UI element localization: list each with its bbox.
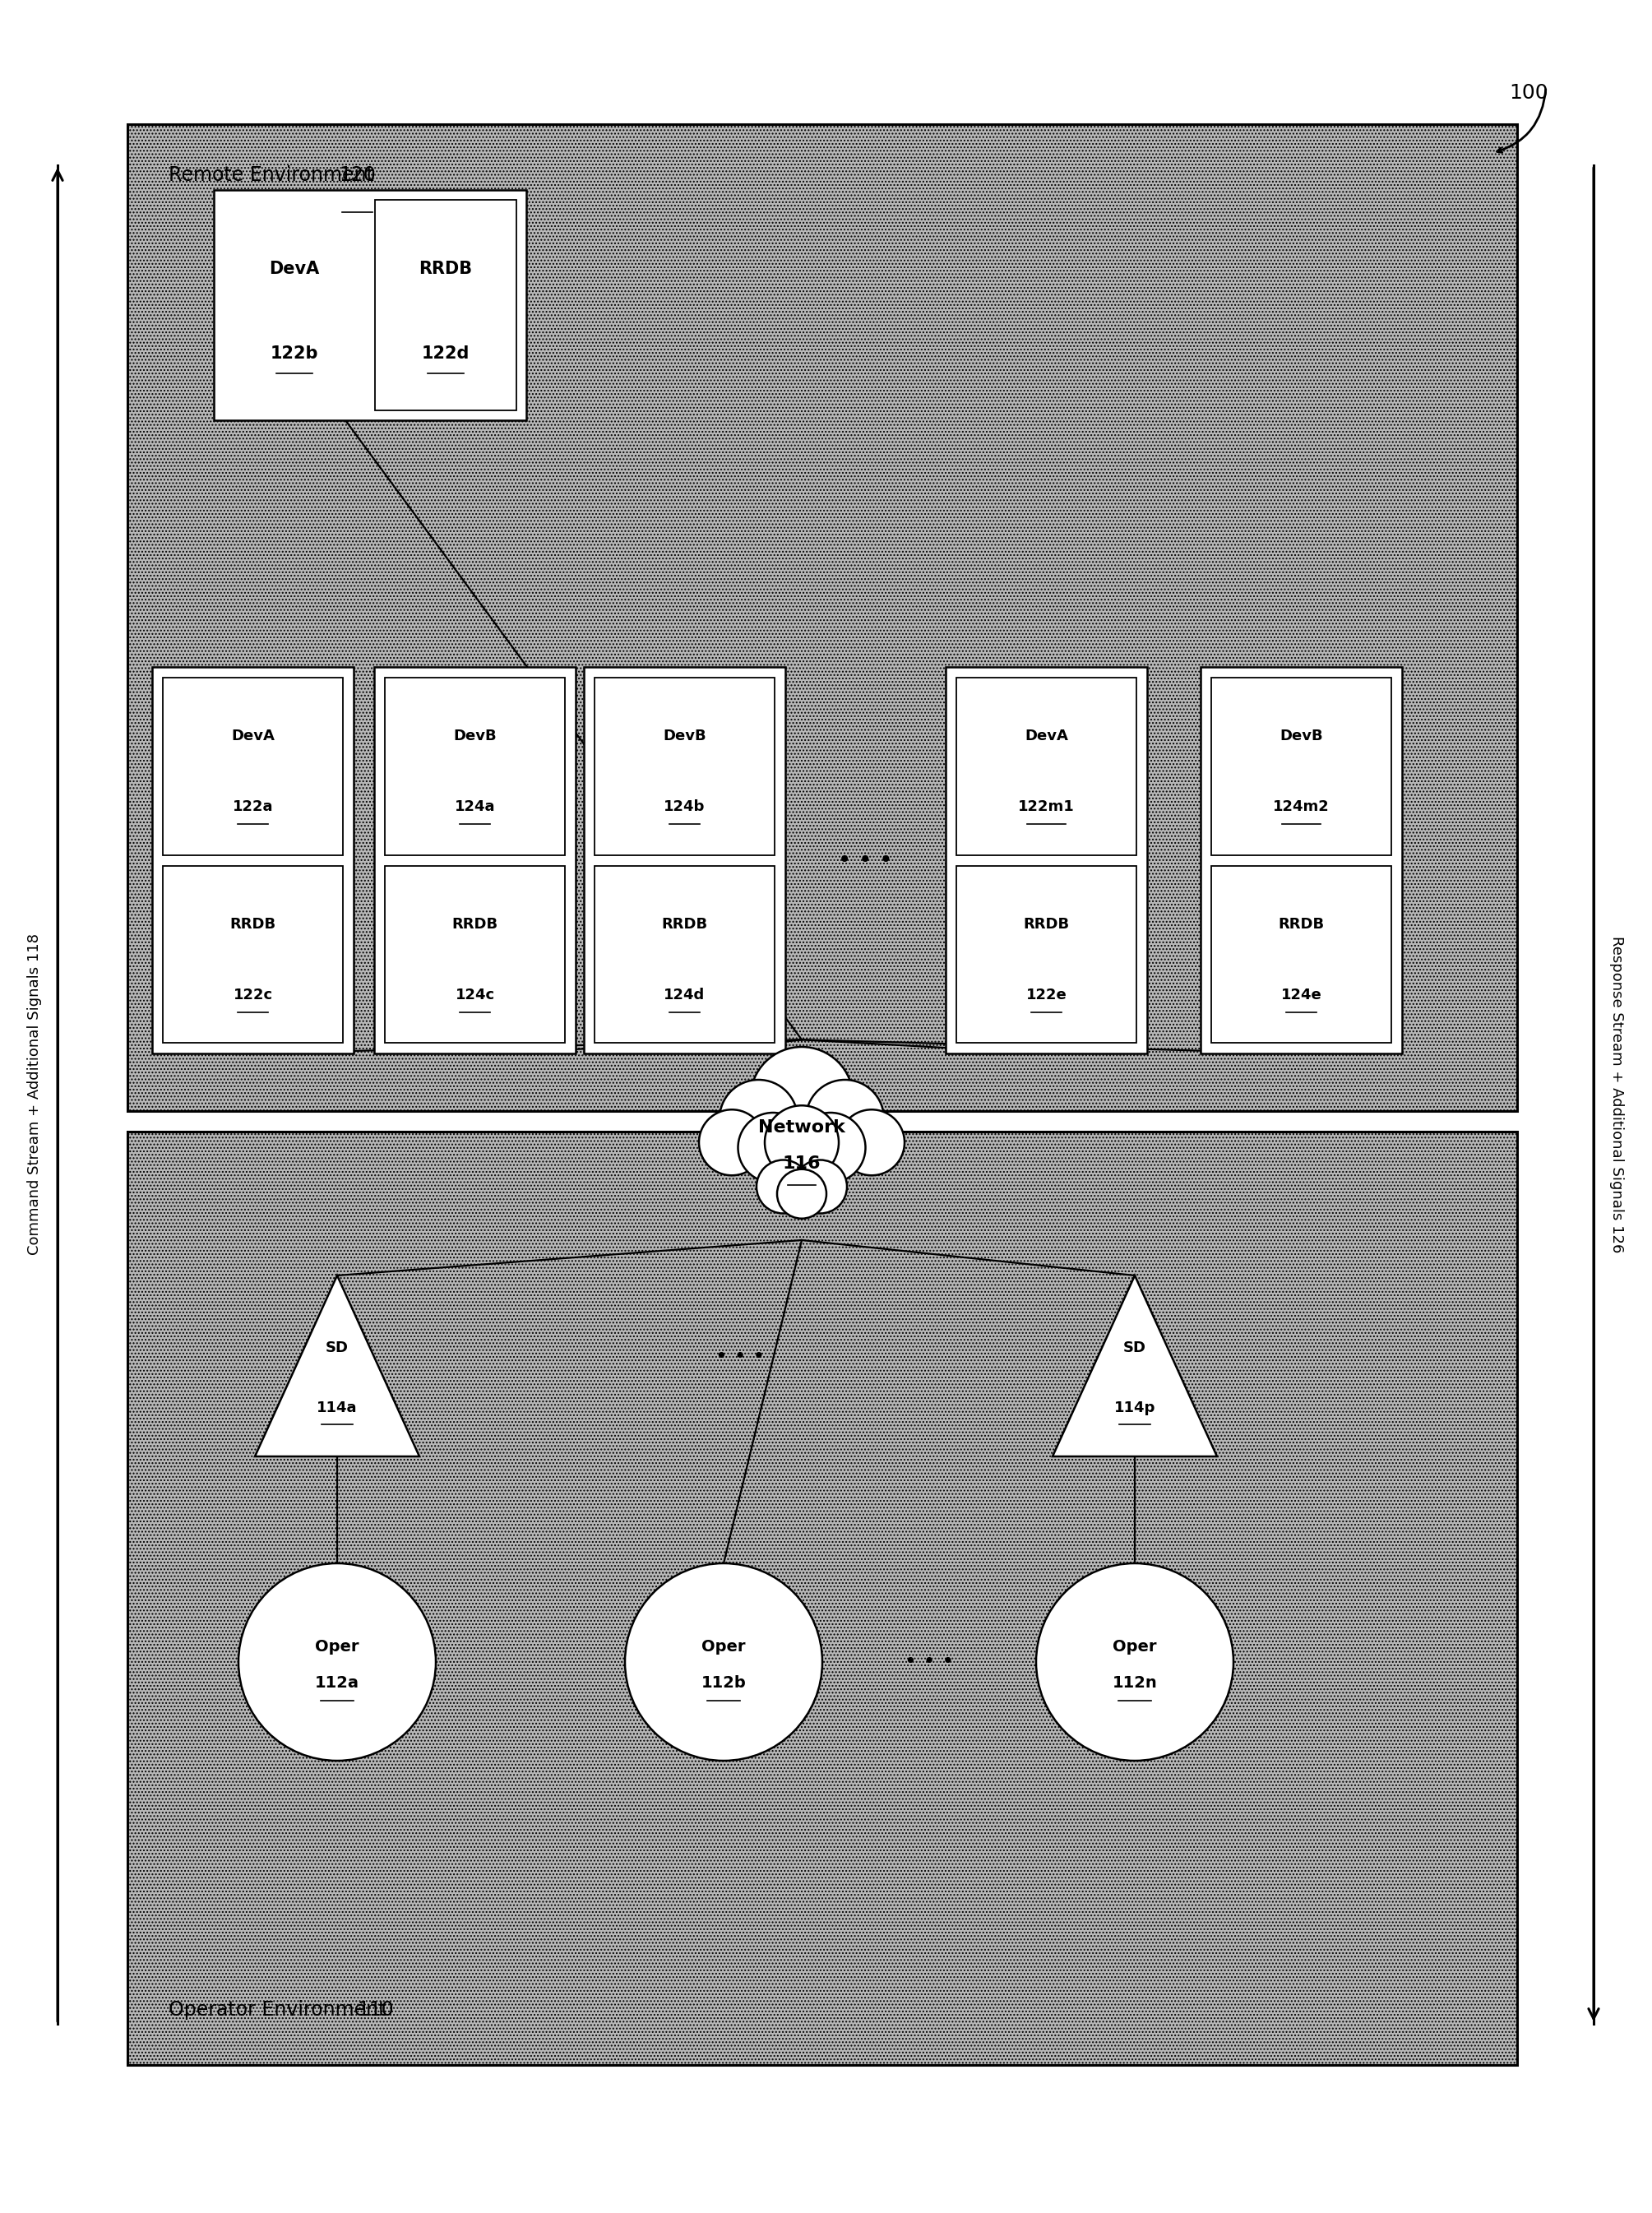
Bar xyxy=(213,190,527,420)
Bar xyxy=(385,865,565,1042)
Circle shape xyxy=(796,1113,866,1182)
Text: 114a: 114a xyxy=(317,1401,357,1414)
Circle shape xyxy=(776,1168,826,1219)
Text: 122c: 122c xyxy=(233,987,273,1002)
Bar xyxy=(127,1131,1517,2065)
Text: 124m2: 124m2 xyxy=(1274,799,1330,814)
Text: 100: 100 xyxy=(1508,84,1548,102)
Text: 124e: 124e xyxy=(1280,987,1322,1002)
Text: RRDB: RRDB xyxy=(1023,916,1069,932)
Bar xyxy=(1211,865,1391,1042)
Text: 122e: 122e xyxy=(1026,987,1067,1002)
Text: RRDB: RRDB xyxy=(420,261,472,277)
Circle shape xyxy=(839,1109,905,1175)
Text: Remote Environment: Remote Environment xyxy=(169,166,380,186)
Text: 116: 116 xyxy=(783,1155,821,1173)
Text: DevB: DevB xyxy=(1280,728,1323,744)
Circle shape xyxy=(1036,1562,1234,1762)
Circle shape xyxy=(750,1047,852,1151)
Circle shape xyxy=(624,1562,823,1762)
Text: DevA: DevA xyxy=(231,728,274,744)
Text: RRDB: RRDB xyxy=(230,916,276,932)
Text: Oper: Oper xyxy=(1113,1640,1156,1655)
Text: Network: Network xyxy=(758,1120,846,1135)
Bar xyxy=(595,677,775,854)
Bar xyxy=(595,865,775,1042)
Text: 110: 110 xyxy=(357,2001,393,2020)
Bar xyxy=(957,865,1137,1042)
Bar xyxy=(1201,666,1403,1053)
Text: 122m1: 122m1 xyxy=(1018,799,1075,814)
Bar xyxy=(1211,677,1391,854)
Text: SD: SD xyxy=(325,1341,349,1354)
Text: 112a: 112a xyxy=(316,1675,360,1691)
Circle shape xyxy=(720,1080,798,1157)
Bar xyxy=(945,666,1146,1053)
Text: 112b: 112b xyxy=(700,1675,747,1691)
Text: DevB: DevB xyxy=(453,728,497,744)
Circle shape xyxy=(738,1113,808,1182)
Text: 122b: 122b xyxy=(271,345,319,361)
Text: 124b: 124b xyxy=(664,799,705,814)
Bar xyxy=(164,865,344,1042)
Bar xyxy=(373,666,575,1053)
Text: Oper: Oper xyxy=(702,1640,745,1655)
Bar xyxy=(385,677,565,854)
Text: 122a: 122a xyxy=(233,799,273,814)
Bar xyxy=(164,677,344,854)
Text: RRDB: RRDB xyxy=(1279,916,1325,932)
Text: 124a: 124a xyxy=(454,799,496,814)
Text: 120: 120 xyxy=(339,166,377,186)
Text: RRDB: RRDB xyxy=(451,916,497,932)
Text: • • •: • • • xyxy=(838,850,892,872)
Text: Command Stream + Additional Signals 118: Command Stream + Additional Signals 118 xyxy=(26,934,41,1255)
Circle shape xyxy=(806,1080,884,1157)
Text: DevB: DevB xyxy=(662,728,705,744)
Bar xyxy=(152,666,354,1053)
Text: 114p: 114p xyxy=(1113,1401,1155,1414)
Text: DevA: DevA xyxy=(1024,728,1069,744)
Text: SD: SD xyxy=(1123,1341,1146,1354)
Circle shape xyxy=(793,1160,847,1213)
Circle shape xyxy=(757,1160,809,1213)
Polygon shape xyxy=(1052,1275,1218,1456)
Text: RRDB: RRDB xyxy=(661,916,707,932)
Text: 124c: 124c xyxy=(454,987,494,1002)
Bar xyxy=(127,124,1517,1111)
Text: 124d: 124d xyxy=(664,987,705,1002)
Text: Operator Environment: Operator Environment xyxy=(169,2001,392,2020)
Text: 112n: 112n xyxy=(1112,1675,1158,1691)
Circle shape xyxy=(765,1106,839,1180)
Bar xyxy=(375,199,517,409)
Text: Oper: Oper xyxy=(316,1640,358,1655)
Text: Response Stream + Additional Signals 126: Response Stream + Additional Signals 126 xyxy=(1609,936,1624,1253)
Bar xyxy=(583,666,785,1053)
Text: • • •: • • • xyxy=(715,1348,765,1368)
Text: 122d: 122d xyxy=(421,345,469,361)
Circle shape xyxy=(238,1562,436,1762)
Text: • • •: • • • xyxy=(904,1653,953,1671)
Polygon shape xyxy=(254,1275,420,1456)
Bar xyxy=(957,677,1137,854)
Circle shape xyxy=(699,1109,765,1175)
Text: DevA: DevA xyxy=(269,261,319,277)
